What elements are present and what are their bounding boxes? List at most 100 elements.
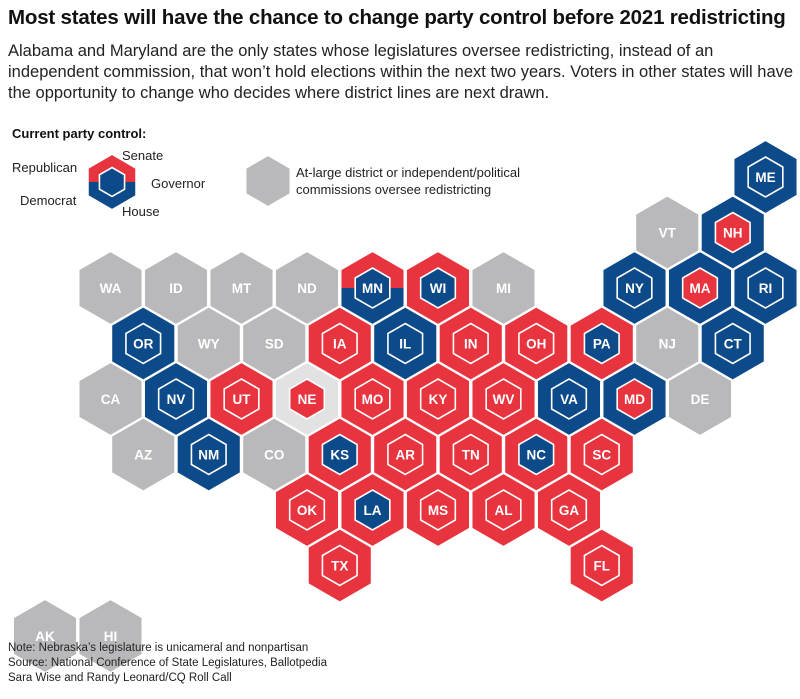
state-hex-in-label: IN bbox=[464, 337, 478, 352]
state-hex-tn-label: TN bbox=[462, 448, 480, 463]
state-hex-mn: MN bbox=[339, 249, 406, 327]
state-hex-oh: OH bbox=[503, 305, 570, 382]
state-hex-nh-label: NH bbox=[723, 226, 743, 241]
legend-house-label: House bbox=[122, 204, 160, 219]
legend-party-hex-governor bbox=[98, 166, 126, 198]
state-hex-mo-label: MO bbox=[362, 392, 384, 407]
state-hex-ky-label: KY bbox=[429, 392, 448, 407]
state-hex-mt: MT bbox=[208, 249, 275, 327]
legend-democrat-label: Democrat bbox=[20, 193, 77, 208]
state-hex-fl-label: FL bbox=[594, 559, 611, 574]
state-hex-nj-label: NJ bbox=[659, 337, 676, 352]
state-hex-me-governor bbox=[747, 156, 784, 198]
state-hex-tn: TN bbox=[437, 416, 504, 493]
state-hex-ri-governor bbox=[747, 267, 784, 309]
legend-gray-swatch bbox=[244, 153, 292, 209]
state-hex-ia: IA bbox=[306, 305, 373, 382]
state-hex-wv-governor bbox=[485, 378, 522, 420]
state-hex-oh-governor bbox=[518, 322, 555, 365]
state-hex-tx-governor bbox=[321, 544, 358, 587]
state-hex-la: LA bbox=[339, 471, 406, 549]
state-hex-il: IL bbox=[372, 305, 439, 382]
state-hex-nh-governor bbox=[714, 211, 751, 254]
state-hex-ia-governor bbox=[321, 322, 358, 365]
state-hex-ri-label: RI bbox=[759, 281, 773, 296]
state-hex-ny-governor bbox=[616, 267, 653, 309]
legend-gray-swatch-shape bbox=[244, 153, 292, 209]
state-hex-tx: TX bbox=[306, 527, 373, 604]
state-hex-la-label: LA bbox=[364, 503, 382, 518]
state-hex-or-governor bbox=[125, 322, 162, 365]
state-hex-wy: WY bbox=[175, 305, 242, 382]
state-hex-ms-governor bbox=[419, 489, 457, 531]
state-hex-ky-governor bbox=[419, 378, 457, 420]
state-hex-fl-outline bbox=[568, 527, 635, 604]
note-credit: Sara Wise and Randy Leonard/CQ Roll Call bbox=[8, 672, 232, 684]
state-hex-ks-label: KS bbox=[330, 448, 349, 463]
state-hex-mt-label: MT bbox=[232, 281, 252, 296]
state-hex-de: DE bbox=[666, 360, 734, 438]
state-hex-ct-governor bbox=[714, 322, 751, 365]
state-hex-ca-label: CA bbox=[101, 392, 121, 407]
state-hex-sc-governor bbox=[583, 433, 620, 476]
state-hex-in-governor bbox=[452, 322, 489, 365]
state-hex-co-label: CO bbox=[264, 448, 284, 463]
page-subtitle: Alabama and Maryland are the only states… bbox=[8, 42, 794, 102]
state-hex-ma: MA bbox=[666, 249, 734, 327]
page-title: Most states will have the chance to chan… bbox=[8, 6, 786, 29]
state-hex-ga-label: GA bbox=[559, 503, 580, 518]
state-hex-ne-label: NE bbox=[298, 392, 317, 407]
legend-hex bbox=[86, 152, 138, 212]
state-hex-mn-label: MN bbox=[362, 281, 383, 296]
notes: Note: Nebraska’s legislature is unicamer… bbox=[8, 641, 327, 686]
state-hex-ak-label: AK bbox=[35, 629, 55, 644]
state-hex-md-governor bbox=[616, 378, 653, 420]
state-hex-al-label: AL bbox=[495, 503, 513, 518]
state-hex-ar-label: AR bbox=[396, 448, 416, 463]
state-hex-nm-governor bbox=[190, 433, 227, 476]
state-hex-sd: SD bbox=[241, 305, 308, 382]
state-hex-tx-label: TX bbox=[331, 559, 348, 574]
state-hex-va: VA bbox=[535, 360, 603, 438]
state-hex-sc: SC bbox=[568, 416, 635, 493]
state-hex-nm-outline bbox=[175, 416, 242, 493]
state-hex-mi-label: MI bbox=[496, 281, 511, 296]
state-hex-il-label: IL bbox=[399, 337, 411, 352]
state-hex-sd-label: SD bbox=[265, 337, 284, 352]
state-hex-pa-label: PA bbox=[593, 337, 611, 352]
state-hex-fl-governor bbox=[583, 544, 620, 587]
state-hex-ut-governor bbox=[223, 378, 260, 420]
state-hex-ok: OK bbox=[273, 471, 341, 549]
state-hex-ia-label: IA bbox=[333, 337, 347, 352]
state-hex-oh-label: OH bbox=[526, 337, 546, 352]
state-hex-az: AZ bbox=[110, 416, 177, 493]
state-hex-ky: KY bbox=[404, 360, 472, 438]
state-hex-md: MD bbox=[601, 360, 668, 438]
state-hex-ct: CT bbox=[699, 305, 766, 382]
state-hex-ne-governor bbox=[288, 378, 326, 420]
state-hex-wv-label: WV bbox=[493, 392, 515, 407]
legend-heading: Current party control: bbox=[12, 126, 146, 141]
state-hex-hi-label: HI bbox=[104, 629, 118, 644]
state-hex-nd-label: ND bbox=[297, 281, 317, 296]
state-hex-nh: NH bbox=[699, 194, 766, 271]
state-hex-de-label: DE bbox=[691, 392, 710, 407]
legend-gray-line1: At-large district or independent/politic… bbox=[296, 165, 520, 180]
state-hex-az-shape bbox=[110, 416, 177, 493]
state-hex-me-label: ME bbox=[755, 170, 775, 185]
state-hex-ms-outline bbox=[404, 471, 472, 549]
state-hex-ct-label: CT bbox=[724, 337, 743, 352]
state-hex-hi: HI bbox=[77, 597, 144, 675]
state-hex-ak-shape bbox=[11, 597, 79, 675]
state-hex-mo-governor bbox=[354, 378, 391, 420]
state-hex-ks: KS bbox=[306, 416, 373, 493]
legend-senate-label: Senate bbox=[122, 148, 163, 163]
state-hex-wi: WI bbox=[404, 249, 472, 327]
state-hex-ga-governor bbox=[550, 489, 588, 531]
note-source: Source: National Conference of State Leg… bbox=[8, 657, 328, 669]
state-hex-wy-label: WY bbox=[198, 337, 220, 352]
state-hex-sc-label: SC bbox=[592, 448, 611, 463]
state-hex-pa: PA bbox=[568, 305, 635, 382]
legend-republican-label: Republican bbox=[12, 160, 77, 175]
state-hex-nc-governor bbox=[518, 433, 555, 476]
